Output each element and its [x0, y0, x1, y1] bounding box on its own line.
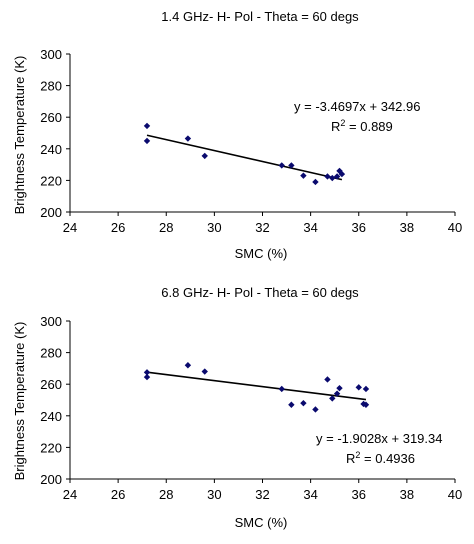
- data-point: [143, 122, 151, 130]
- chart-1-title: 1.4 GHz- H- Pol - Theta = 60 degs: [161, 9, 359, 24]
- data-point: [300, 172, 307, 179]
- data-point: [184, 135, 192, 142]
- chart-1-points: [143, 122, 346, 186]
- data-point: [355, 384, 362, 391]
- data-point: [278, 162, 285, 169]
- data-point: [333, 173, 341, 180]
- chart-2-tick-labels: 200 220 240 260 280 300 24 26 28 30 32 34 36 38 40: [40, 314, 462, 502]
- chart-1: 1.4 GHz- H- Pol - Theta = 60 degs Bright…: [12, 9, 462, 261]
- chart-1-equation: y = -3.4697x + 342.96: [294, 99, 420, 114]
- y-tick-label: 260: [40, 110, 62, 125]
- data-point: [329, 174, 336, 182]
- data-point: [312, 178, 319, 186]
- trendline: [146, 371, 367, 401]
- data-point: [312, 406, 319, 413]
- y-tick-label: 240: [40, 409, 62, 424]
- data-point: [362, 401, 370, 408]
- chart-1-axes: [66, 53, 456, 216]
- chart-1-xlabel: SMC (%): [235, 246, 288, 261]
- y-tick-label: 200: [40, 472, 62, 487]
- data-point: [288, 162, 295, 169]
- x-tick-label: 28: [159, 487, 173, 502]
- chart-1-trendline: [146, 134, 343, 181]
- chart-2-equation: y = -1.9028x + 319.34: [316, 431, 442, 446]
- y-tick-label: 300: [40, 314, 62, 329]
- chart-2-axes: [66, 320, 456, 483]
- data-point: [143, 137, 151, 145]
- x-tick-label: 32: [255, 487, 269, 502]
- x-tick-label: 36: [352, 220, 366, 235]
- chart-1-tick-labels: 200 220 240 260 280 300 24 26 28 30 32 34 36 38 40: [40, 47, 462, 235]
- x-tick-label: 28: [159, 220, 173, 235]
- x-tick-label: 36: [352, 487, 366, 502]
- data-point: [333, 390, 341, 397]
- data-point: [329, 395, 336, 402]
- data-point: [278, 385, 285, 393]
- x-tick-label: 26: [111, 487, 125, 502]
- y-tick-label: 260: [40, 377, 62, 392]
- data-point: [324, 173, 331, 180]
- data-point: [143, 373, 151, 381]
- data-point: [143, 369, 151, 376]
- y-tick-label: 220: [40, 440, 62, 455]
- chart-2-title: 6.8 GHz- H- Pol - Theta = 60 degs: [161, 285, 359, 300]
- data-point: [300, 399, 307, 407]
- data-point: [288, 401, 295, 408]
- data-point: [201, 368, 208, 375]
- y-tick-label: 240: [40, 142, 62, 157]
- data-point: [362, 385, 370, 393]
- x-tick-label: 26: [111, 220, 125, 235]
- chart-2-trendline: [146, 371, 367, 401]
- y-tick-label: 220: [40, 173, 62, 188]
- x-tick-label: 38: [400, 220, 414, 235]
- x-tick-label: 30: [207, 487, 221, 502]
- y-tick-label: 280: [40, 79, 62, 94]
- trendline: [146, 134, 343, 181]
- data-point: [201, 152, 208, 160]
- y-tick-label: 300: [40, 47, 62, 62]
- x-tick-label: 30: [207, 220, 221, 235]
- x-tick-label: 24: [63, 220, 77, 235]
- data-point: [324, 376, 331, 383]
- chart-2: 6.8 GHz- H- Pol - Theta = 60 degs Bright…: [12, 285, 462, 530]
- chart-2-ylabel: Brightness Temperature (K): [12, 322, 27, 481]
- data-point: [336, 384, 343, 392]
- x-tick-label: 24: [63, 487, 77, 502]
- x-tick-label: 32: [255, 220, 269, 235]
- x-tick-label: 34: [303, 220, 317, 235]
- chart-2-r-squared: R2 = 0.4936: [346, 450, 415, 466]
- x-tick-label: 34: [303, 487, 317, 502]
- chart-2-xlabel: SMC (%): [235, 515, 288, 530]
- data-point: [184, 362, 192, 369]
- chart-1-ylabel: Brightness Temperature (K): [12, 56, 27, 215]
- y-tick-label: 200: [40, 205, 62, 220]
- data-point: [338, 170, 346, 178]
- x-tick-label: 40: [448, 220, 462, 235]
- chart-2-points: [143, 362, 370, 413]
- x-tick-label: 38: [400, 487, 414, 502]
- y-tick-label: 280: [40, 346, 62, 361]
- x-tick-label: 40: [448, 487, 462, 502]
- chart-1-r-squared: R2 = 0.889: [331, 118, 393, 134]
